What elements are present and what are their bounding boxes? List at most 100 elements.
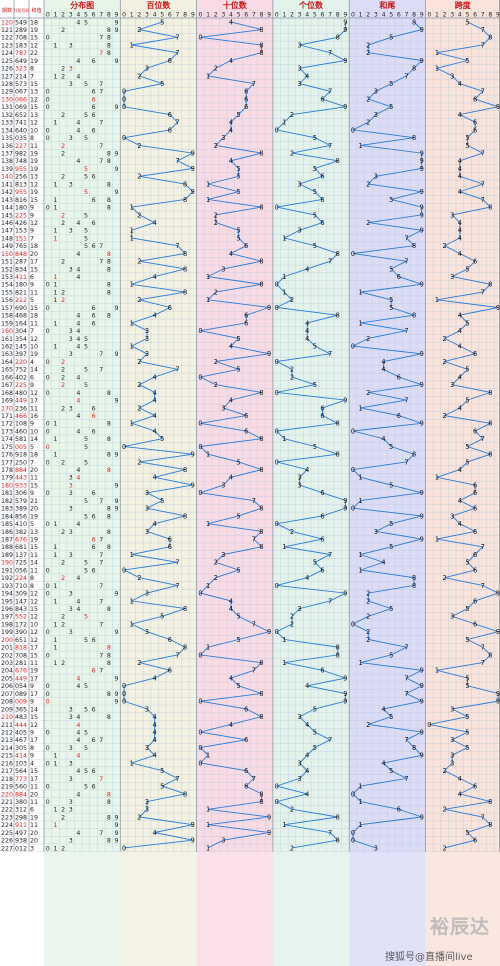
trend-mark: 1 [282, 435, 286, 443]
distribution-mark: 8 [107, 660, 111, 667]
period-label: 225 [1, 830, 13, 837]
trend-mark: 0 [351, 466, 355, 474]
trend-mark: 5 [465, 744, 469, 752]
sum-value: 13 [30, 112, 38, 119]
digit-header: 6 [244, 12, 248, 19]
period-label: 141 [1, 181, 13, 188]
trend-mark: 5 [236, 234, 240, 242]
distribution-mark: 4 [76, 722, 80, 729]
distribution-mark: 5 [84, 459, 88, 466]
sum-value: 7 [30, 235, 34, 242]
trend-mark: 8 [488, 420, 492, 428]
distribution-mark: 3 [69, 807, 73, 814]
trend-mark: 5 [465, 397, 469, 405]
trend-mark: 2 [214, 288, 218, 296]
trend-mark: 5 [236, 636, 240, 644]
period-label: 140 [1, 174, 13, 181]
trend-mark: 2 [137, 381, 141, 389]
trend-mark: 4 [458, 790, 462, 798]
award-number: 748 [15, 158, 27, 165]
sum-value: 11 [30, 660, 38, 667]
trend-mark: 7 [328, 597, 332, 605]
trend-mark: 8 [336, 250, 340, 258]
digit-header: 2 [137, 12, 141, 19]
digit-header: 7 [99, 12, 103, 19]
distribution-mark: 4 [76, 19, 80, 26]
trend-mark: 3 [221, 265, 225, 273]
trend-mark: 1 [359, 497, 363, 505]
period-label: 199 [1, 629, 13, 636]
digit-header: 5 [465, 12, 469, 19]
distribution-mark: 8 [107, 151, 111, 158]
period-label: 223 [1, 814, 13, 821]
sum-value: 21 [30, 498, 38, 505]
distribution-mark: 4 [76, 791, 80, 798]
distribution-mark: 8 [107, 544, 111, 551]
period-label: 131 [1, 104, 13, 111]
distribution-mark: 6 [92, 243, 96, 250]
distribution-mark: 7 [99, 668, 103, 675]
trend-mark: 4 [458, 343, 462, 351]
period-label: 167 [1, 382, 13, 389]
trend-mark: 4 [153, 219, 157, 227]
period-label: 150 [1, 251, 13, 258]
distribution-mark: 1 [53, 760, 57, 767]
distribution-mark: 1 [53, 320, 57, 327]
period-label: 209 [1, 706, 13, 713]
distribution-mark: 4 [76, 320, 80, 327]
trend-mark: 5 [313, 211, 317, 219]
trend-mark: 1 [359, 404, 363, 412]
distribution-mark: 6 [92, 197, 96, 204]
distribution-mark: 2 [61, 297, 65, 304]
trend-mark: 3 [450, 736, 454, 744]
period-label: 190 [1, 560, 13, 567]
trend-mark: 2 [214, 219, 218, 227]
trend-mark: 5 [389, 543, 393, 551]
trend-mark: 9 [420, 157, 424, 165]
sum-value: 7 [30, 459, 34, 466]
trend-mark: 2 [442, 806, 446, 814]
award-number: 005 [15, 444, 27, 451]
trend-mark: 4 [458, 165, 462, 173]
trend-mark: 3 [145, 505, 149, 513]
trend-mark: 5 [465, 142, 469, 150]
trend-mark: 1 [282, 636, 286, 644]
distribution-mark: 5 [84, 243, 88, 250]
distribution-mark: 6 [92, 313, 96, 320]
period-label: 123 [1, 42, 13, 49]
sum-value: 16 [30, 413, 38, 420]
distribution-mark: 2 [61, 660, 65, 667]
period-label: 173 [1, 428, 13, 435]
trend-mark: 4 [153, 412, 157, 420]
period-label: 204 [1, 668, 13, 675]
trend-mark: 3 [450, 613, 454, 621]
distribution-mark: 1 [53, 521, 57, 528]
trend-mark: 7 [404, 234, 408, 242]
trend-mark: 8 [183, 466, 187, 474]
digit-header: 6 [397, 12, 401, 19]
distribution-mark: 5 [84, 567, 88, 574]
award-number: 312 [15, 807, 27, 814]
period-label: 143 [1, 197, 13, 204]
digit-header: 9 [191, 12, 195, 19]
sum-value: 20 [30, 251, 38, 258]
trend-mark: 3 [450, 705, 454, 713]
trend-mark: 1 [206, 806, 210, 814]
trend-mark: 3 [374, 173, 378, 181]
trend-mark: 1 [206, 273, 210, 281]
award-number: 816 [15, 197, 27, 204]
sum-value: 11 [30, 289, 38, 296]
trend-mark: 4 [458, 157, 462, 165]
distribution-mark: 4 [76, 58, 80, 65]
period-label: 195 [1, 598, 13, 605]
award-number: 137 [15, 552, 27, 559]
trend-mark: 4 [153, 520, 157, 528]
period-label: 152 [1, 266, 13, 273]
award-number: 652 [15, 112, 27, 119]
period-label: 211 [1, 722, 13, 729]
trend-mark: 1 [435, 536, 439, 544]
period-label: 157 [1, 305, 13, 312]
award-number: 214 [15, 73, 27, 80]
award-number: 220 [15, 359, 27, 366]
distribution-mark: 9 [114, 452, 118, 459]
